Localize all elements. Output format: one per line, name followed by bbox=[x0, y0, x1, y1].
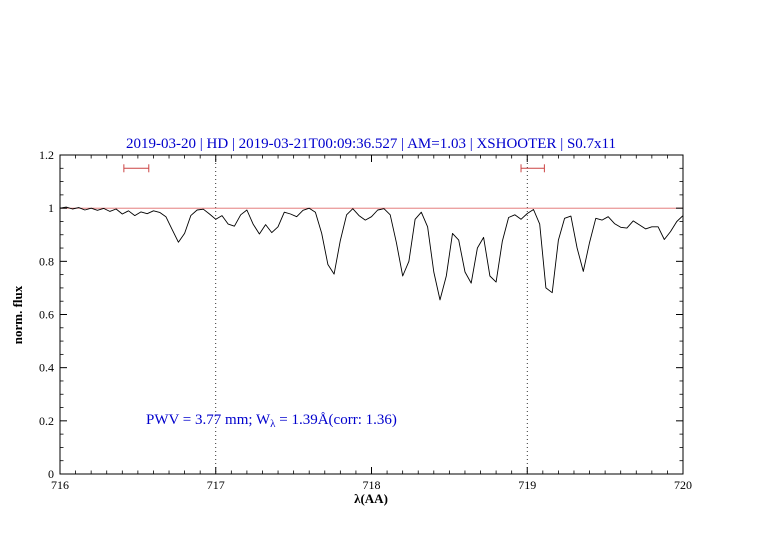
y-tick-label: 1.2 bbox=[39, 148, 54, 162]
lambda-subscript: λ bbox=[270, 418, 276, 430]
y-tick-label: 0 bbox=[48, 467, 54, 481]
y-tick-label: 0.2 bbox=[39, 414, 54, 428]
y-tick-label: 0.6 bbox=[39, 308, 54, 322]
x-tick-label: 716 bbox=[51, 478, 69, 492]
pwv-annotation-pre: PWV = 3.77 mm; W bbox=[146, 412, 271, 428]
chart-layers: 716 717 718 719 720 0 0.2 0.4 0.6 0.8 1 1.2 bbox=[39, 148, 692, 492]
y-tick-label: 1 bbox=[48, 201, 54, 215]
x-tick-label: 717 bbox=[207, 478, 225, 492]
x-tick-label: 720 bbox=[674, 478, 692, 492]
pwv-annotation: PWV = 3.77 mm; Wλ = 1.39Å(corr: 1.36) bbox=[146, 412, 397, 430]
x-tick-label: 719 bbox=[518, 478, 536, 492]
spectrum-line bbox=[59, 206, 684, 301]
y-tick-label: 0.8 bbox=[39, 254, 54, 268]
y-tick-label: 0.4 bbox=[39, 361, 54, 375]
pwv-annotation-post: = 1.39Å(corr: 1.36) bbox=[276, 412, 397, 428]
x-axis-label: λ(AA) bbox=[354, 491, 388, 506]
x-tick-label: 718 bbox=[363, 478, 381, 492]
y-axis-label: norm. flux bbox=[10, 285, 25, 344]
plot-title: 2019-03-20 | HD | 2019-03-21T00:09:36.52… bbox=[126, 136, 616, 152]
